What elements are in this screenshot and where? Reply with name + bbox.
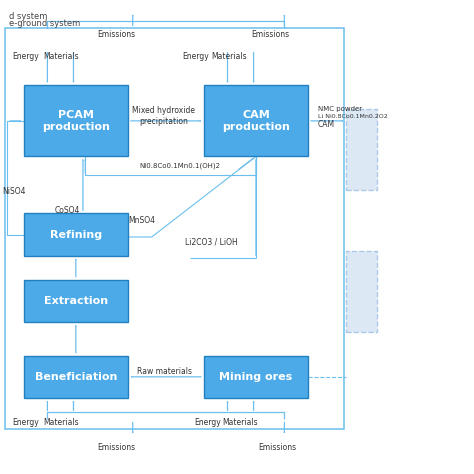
Text: Materials: Materials	[44, 419, 79, 427]
Text: Emissions: Emissions	[258, 444, 296, 452]
Text: Li2CO3 / LiOH: Li2CO3 / LiOH	[185, 237, 237, 246]
Text: MnSO4: MnSO4	[128, 216, 155, 225]
Bar	[346, 251, 377, 332]
Bar	[204, 356, 308, 398]
Text: Raw materials: Raw materials	[137, 367, 192, 376]
Text: Materials: Materials	[211, 53, 246, 61]
Text: NiSO4: NiSO4	[2, 188, 26, 196]
Text: Mixed hydroxide
precipitation: Mixed hydroxide precipitation	[132, 107, 195, 126]
Text: Emissions: Emissions	[251, 30, 289, 38]
Bar	[24, 85, 128, 156]
Text: Li Ni0.8Co0.1Mn0.2O2: Li Ni0.8Co0.1Mn0.2O2	[318, 114, 387, 118]
Text: Emissions: Emissions	[97, 444, 135, 452]
Bar	[24, 280, 128, 322]
Bar	[5, 28, 344, 429]
Text: Materials: Materials	[222, 419, 257, 427]
Text: Extraction: Extraction	[44, 296, 108, 306]
Text: e-ground system: e-ground system	[9, 19, 81, 28]
Text: CoSO4: CoSO4	[55, 207, 80, 215]
Text: Energy: Energy	[12, 419, 38, 427]
Text: CAM: CAM	[318, 120, 335, 128]
Text: Energy: Energy	[182, 53, 209, 61]
Text: Emissions: Emissions	[97, 30, 135, 38]
Text: PCAM
production: PCAM production	[42, 110, 110, 132]
Text: CAM
production: CAM production	[222, 110, 290, 132]
Text: Materials: Materials	[44, 53, 79, 61]
Text: Energy: Energy	[12, 53, 38, 61]
Text: Beneficiation: Beneficiation	[35, 372, 117, 382]
Bar	[346, 109, 377, 190]
Text: Ni0.8Co0.1Mn0.1(OH)2: Ni0.8Co0.1Mn0.1(OH)2	[140, 163, 221, 169]
Bar	[24, 213, 128, 256]
Text: Refining: Refining	[50, 229, 102, 240]
Text: d system: d system	[9, 12, 48, 21]
Bar	[204, 85, 308, 156]
Text: NMC powder: NMC powder	[318, 106, 362, 112]
Text: Mining ores: Mining ores	[219, 372, 292, 382]
Bar	[24, 356, 128, 398]
Text: Energy: Energy	[194, 419, 221, 427]
